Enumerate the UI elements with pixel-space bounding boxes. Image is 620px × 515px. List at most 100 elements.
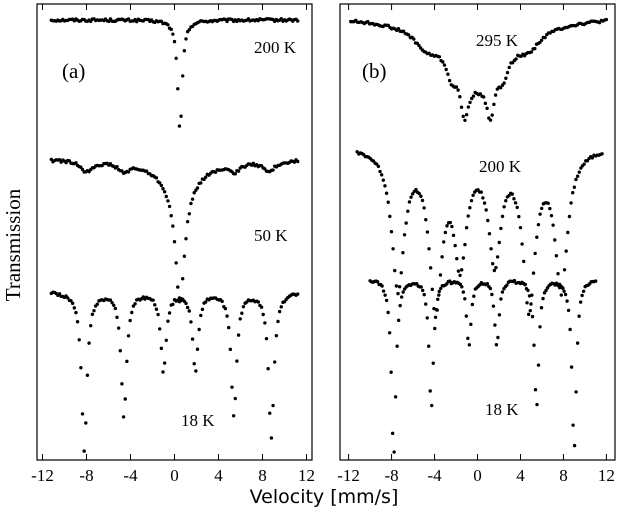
data-point <box>176 87 180 91</box>
data-point <box>490 292 494 297</box>
data-point <box>388 214 392 219</box>
data-point <box>120 382 124 386</box>
data-point <box>421 288 425 293</box>
data-point <box>559 293 563 297</box>
data-point <box>533 46 537 51</box>
data-point <box>442 240 446 244</box>
data-point <box>515 205 519 210</box>
data-point <box>391 247 395 251</box>
data-point <box>483 101 488 106</box>
data-point <box>450 224 454 229</box>
data-point <box>543 35 547 40</box>
data-point <box>425 316 429 320</box>
data-point <box>126 170 131 174</box>
data-point <box>393 395 398 399</box>
data-point <box>446 72 450 76</box>
data-point <box>510 192 514 196</box>
data-point <box>456 269 461 273</box>
data-point <box>455 256 459 261</box>
data-point <box>90 312 95 317</box>
data-point <box>213 170 218 174</box>
data-point <box>406 33 411 37</box>
data-point <box>512 197 516 201</box>
data-point <box>402 233 407 237</box>
data-point <box>378 169 382 174</box>
data-point <box>491 304 496 308</box>
data-point <box>554 254 559 258</box>
data-point <box>438 273 443 277</box>
data-point <box>82 449 86 453</box>
data-point <box>399 295 404 299</box>
data-point <box>130 310 134 315</box>
data-point <box>461 114 465 118</box>
data-point <box>158 181 162 185</box>
data-point <box>376 164 381 169</box>
data-point <box>84 421 88 425</box>
data-point <box>430 287 434 292</box>
data-point <box>274 333 279 338</box>
data-point <box>577 170 581 174</box>
data-point <box>70 301 75 306</box>
data-point <box>420 198 425 203</box>
data-point <box>115 164 119 169</box>
data-point <box>92 308 96 313</box>
data-point <box>518 225 523 230</box>
data-point <box>177 296 182 300</box>
x-tick-label: -4 <box>427 466 442 485</box>
data-point <box>600 152 604 156</box>
data-point <box>504 76 508 80</box>
data-point <box>517 214 521 219</box>
data-point <box>535 402 539 407</box>
x-tick-label: -12 <box>337 466 360 485</box>
data-point <box>481 196 485 200</box>
data-point <box>528 308 532 313</box>
data-point <box>496 335 500 340</box>
data-point <box>500 214 505 219</box>
x-tick-label: 8 <box>258 466 267 485</box>
data-point <box>419 194 423 198</box>
data-point <box>79 366 83 370</box>
data-point <box>409 195 413 199</box>
panel-label: (a) <box>62 59 85 83</box>
data-point <box>383 184 387 188</box>
data-point <box>568 327 572 332</box>
data-point <box>505 283 509 287</box>
data-point <box>144 169 149 173</box>
data-point <box>177 124 182 128</box>
data-point <box>412 37 416 41</box>
data-point <box>128 318 132 323</box>
data-point <box>77 338 81 342</box>
data-point <box>49 157 53 162</box>
x-tick-label: 4 <box>516 466 525 485</box>
data-point <box>396 291 400 296</box>
spectrum-series <box>355 150 604 320</box>
data-point <box>533 388 538 392</box>
data-point <box>536 222 541 227</box>
data-point <box>445 224 449 228</box>
data-point <box>482 201 487 205</box>
data-point <box>225 19 229 24</box>
data-point <box>179 114 183 118</box>
data-point <box>233 396 237 401</box>
data-point <box>428 266 433 270</box>
data-point <box>238 317 242 321</box>
data-point <box>539 306 544 310</box>
data-point <box>454 85 459 89</box>
data-point <box>401 251 405 255</box>
data-point <box>507 65 511 70</box>
data-point <box>72 306 77 310</box>
data-point <box>231 414 236 418</box>
data-point <box>442 63 447 67</box>
data-point <box>553 238 557 242</box>
data-point <box>430 403 434 408</box>
data-point <box>590 156 595 160</box>
data-point <box>233 172 237 176</box>
data-point <box>512 278 517 283</box>
data-point <box>118 349 122 353</box>
data-point <box>195 347 200 351</box>
data-point <box>296 19 300 23</box>
data-point <box>225 314 229 318</box>
data-point <box>185 219 190 224</box>
data-point <box>241 304 246 309</box>
